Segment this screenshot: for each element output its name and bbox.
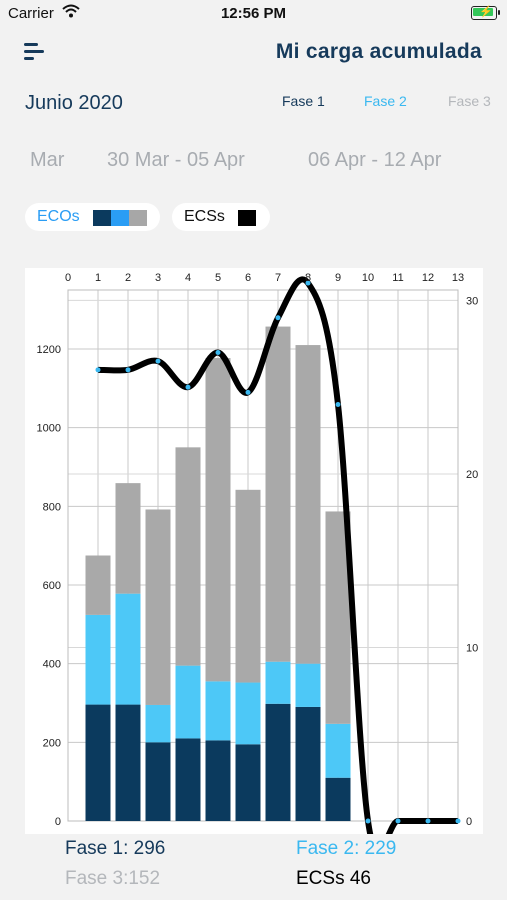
legend-ecos[interactable]: ECOs	[25, 203, 160, 231]
footer-ecss: ECSs 46	[296, 868, 371, 889]
ecss-point	[395, 818, 401, 824]
bar-fase-3	[265, 326, 291, 662]
ecss-point	[455, 818, 461, 824]
ecss-point	[215, 349, 221, 355]
x-tick-label: 5	[215, 272, 221, 284]
x-tick-label: 12	[422, 272, 434, 284]
month-selector[interactable]: Junio 2020	[25, 92, 123, 114]
bar-fase-3	[175, 447, 201, 666]
bar-fase-2	[115, 593, 141, 705]
bar-fase-1	[295, 706, 321, 821]
ecss-point	[425, 818, 431, 824]
legend-ecss[interactable]: ECSs	[172, 203, 270, 231]
status-time: 12:56 PM	[220, 5, 287, 22]
bar-fase-1	[265, 703, 291, 821]
bar-fase-3	[85, 555, 111, 615]
footer-fase2: Fase 2: 229	[296, 838, 397, 859]
bar-fase-1	[235, 744, 261, 821]
y-right-tick-label: 30	[466, 295, 478, 307]
ecss-point	[125, 367, 131, 373]
x-tick-label: 8	[305, 272, 311, 284]
chart-svg: 0 1 2 3 4 5 6 7 8 9 10 11 12 130200400600800100012000…	[37, 272, 478, 855]
legend-ecss-label: ECSs	[184, 208, 225, 225]
x-tick-label: 7	[275, 272, 281, 284]
bar-fase-3	[295, 345, 321, 664]
y-right-tick-label: 0	[466, 816, 472, 828]
swatch-fase3	[129, 210, 147, 226]
ecss-point	[155, 358, 161, 364]
bar-fase-1	[325, 777, 351, 821]
ecss-point	[305, 280, 311, 286]
legend-ecos-label: ECOs	[37, 208, 80, 225]
bar-fase-2	[325, 723, 351, 778]
bar-fase-1	[115, 704, 141, 821]
bar-fase-2	[85, 614, 111, 705]
footer-fase1: Fase 1: 296	[65, 838, 166, 859]
y-left-tick-label: 1000	[37, 423, 61, 435]
y-right-tick-label: 10	[466, 642, 478, 654]
bar-fase-3	[145, 509, 171, 705]
load-chart: 0 1 2 3 4 5 6 7 8 9 10 11 12 13 0 200 400 600 800 1000 1200 0…	[25, 268, 483, 855]
tab-fase-2[interactable]: Fase 2	[364, 93, 407, 109]
x-tick-label: 1	[95, 272, 101, 284]
y-left-tick-label: 1200	[37, 344, 61, 356]
bar-fase-2	[175, 665, 201, 739]
ecss-point	[365, 818, 371, 824]
bar-fase-1	[205, 740, 231, 821]
page-title: Mi carga acumulada	[275, 40, 482, 63]
x-tick-label: 13	[452, 272, 464, 284]
x-tick-label: 2	[125, 272, 131, 284]
bar-fase-2	[235, 682, 261, 745]
bar-fase-3	[205, 358, 231, 682]
ecss-point	[245, 389, 251, 395]
ecss-point	[275, 315, 281, 321]
tab-fase-3[interactable]: Fase 3	[448, 93, 491, 109]
week-item-2[interactable]: 06 Apr - 12 Apr	[308, 149, 442, 171]
y-left-tick-label: 400	[43, 659, 61, 671]
status-bar: Carrier 12:56 PM ⚡	[0, 0, 507, 28]
ecss-point	[95, 367, 101, 373]
x-tick-label: 0	[65, 272, 71, 284]
y-left-tick-label: 200	[43, 737, 61, 749]
bar-fase-1	[145, 742, 171, 821]
tab-fase-1[interactable]: Fase 1	[282, 93, 325, 109]
swatch-fase1	[93, 210, 111, 226]
hamburger-menu-icon[interactable]	[24, 43, 46, 61]
week-item-1[interactable]: 30 Mar - 05 Apr	[107, 149, 245, 171]
y-left-tick-label: 600	[43, 580, 61, 592]
swatch-ecss	[238, 210, 256, 226]
ecss-point	[335, 402, 341, 408]
x-tick-label: 9	[335, 272, 341, 284]
carrier-label: Carrier	[8, 5, 54, 22]
y-right-tick-label: 20	[466, 469, 478, 481]
bar-fase-1	[175, 738, 201, 821]
bar-fase-2	[295, 663, 321, 707]
wifi-icon	[62, 4, 80, 22]
ecss-point	[185, 384, 191, 390]
x-tick-label: 10	[362, 272, 374, 284]
bar-fase-1	[85, 704, 111, 821]
bar-fase-2	[265, 661, 291, 704]
bar-fase-3	[235, 489, 261, 683]
plot-frame	[67, 289, 459, 822]
battery-icon: ⚡	[471, 6, 500, 20]
y-left-tick-label: 800	[43, 501, 61, 513]
swatch-fase2	[111, 210, 129, 226]
x-tick-label: 4	[185, 272, 191, 284]
week-item-prev[interactable]: Mar	[30, 149, 65, 171]
y-left-tick-label: 0	[55, 816, 61, 828]
bar-fase-3	[115, 483, 141, 594]
x-tick-label: 11	[392, 272, 403, 284]
x-tick-label: 3	[155, 272, 161, 284]
bar-fase-2	[205, 681, 231, 741]
bar-fase-2	[145, 704, 171, 743]
footer-fase3: Fase 3:152	[65, 868, 161, 889]
x-tick-label: 6	[245, 272, 251, 284]
